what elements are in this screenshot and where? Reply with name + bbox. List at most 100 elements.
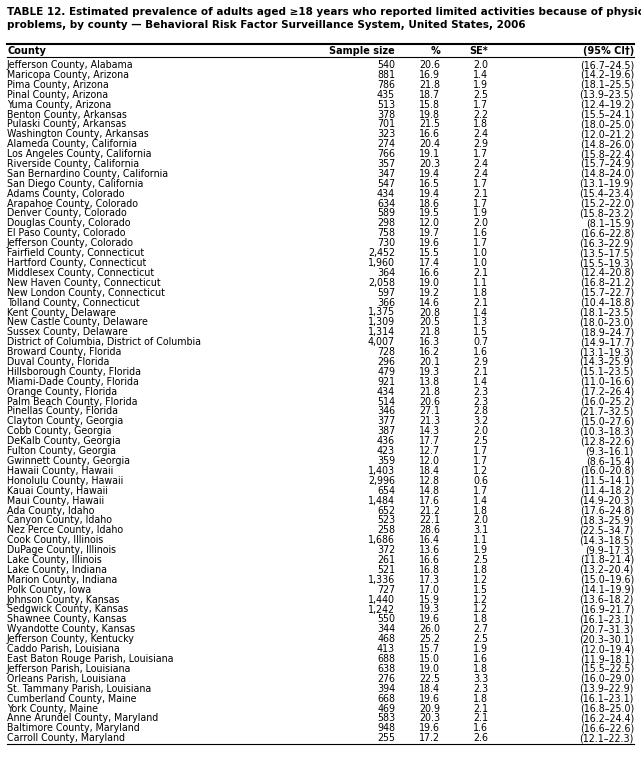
Text: 948: 948	[377, 723, 395, 733]
Text: (16.0–25.2): (16.0–25.2)	[579, 397, 634, 407]
Text: 1.0: 1.0	[473, 258, 488, 268]
Text: Kent County, Delaware: Kent County, Delaware	[7, 307, 116, 317]
Text: Lake County, Illinois: Lake County, Illinois	[7, 555, 102, 565]
Text: 19.4: 19.4	[419, 169, 440, 179]
Text: 1,440: 1,440	[368, 594, 395, 605]
Text: (13.2–20.4): (13.2–20.4)	[579, 565, 634, 575]
Text: (15.7–22.7): (15.7–22.7)	[579, 288, 634, 298]
Text: (9.9–17.3): (9.9–17.3)	[586, 545, 634, 555]
Text: 298: 298	[377, 219, 395, 228]
Text: 2.4: 2.4	[473, 169, 488, 179]
Text: 28.6: 28.6	[419, 525, 440, 535]
Text: 468: 468	[377, 635, 395, 644]
Text: 2.9: 2.9	[473, 139, 488, 150]
Text: 2.0: 2.0	[473, 427, 488, 436]
Text: (8.6–15.4): (8.6–15.4)	[586, 456, 634, 466]
Text: Los Angeles County, California: Los Angeles County, California	[7, 149, 151, 159]
Text: 26.0: 26.0	[419, 625, 440, 635]
Text: 276: 276	[377, 674, 395, 684]
Text: 1.4: 1.4	[473, 496, 488, 505]
Text: 261: 261	[377, 555, 395, 565]
Text: 378: 378	[377, 109, 395, 119]
Text: (15.5–19.3): (15.5–19.3)	[579, 258, 634, 268]
Text: East Baton Rouge Parish, Louisiana: East Baton Rouge Parish, Louisiana	[7, 654, 174, 664]
Text: 20.3: 20.3	[419, 159, 440, 169]
Text: Shawnee County, Kansas: Shawnee County, Kansas	[7, 614, 127, 625]
Text: Tolland County, Connecticut: Tolland County, Connecticut	[7, 298, 140, 307]
Text: 2.5: 2.5	[473, 635, 488, 644]
Text: 258: 258	[377, 525, 395, 535]
Text: (11.4–18.2): (11.4–18.2)	[579, 486, 634, 496]
Text: Jefferson Parish, Louisiana: Jefferson Parish, Louisiana	[7, 664, 131, 674]
Text: (18.1–25.5): (18.1–25.5)	[579, 80, 634, 90]
Text: Pulaski County, Arkansas: Pulaski County, Arkansas	[7, 119, 126, 129]
Text: (12.8–22.6): (12.8–22.6)	[579, 436, 634, 446]
Text: 2.9: 2.9	[473, 357, 488, 367]
Text: 296: 296	[377, 357, 395, 367]
Text: 668: 668	[377, 694, 395, 704]
Text: 17.0: 17.0	[419, 584, 440, 595]
Text: Riverside County, California: Riverside County, California	[7, 159, 139, 169]
Text: 19.5: 19.5	[419, 209, 440, 219]
Text: 514: 514	[377, 397, 395, 407]
Text: 1.7: 1.7	[473, 179, 488, 189]
Text: (17.2–26.4): (17.2–26.4)	[579, 386, 634, 397]
Text: 20.6: 20.6	[419, 397, 440, 407]
Text: 1.8: 1.8	[473, 505, 488, 515]
Text: 372: 372	[377, 545, 395, 555]
Text: (15.8–22.4): (15.8–22.4)	[579, 149, 634, 159]
Text: 0.6: 0.6	[473, 476, 488, 486]
Text: 1.7: 1.7	[473, 456, 488, 466]
Text: (12.1–22.3): (12.1–22.3)	[579, 733, 634, 743]
Text: San Bernardino County, California: San Bernardino County, California	[7, 169, 168, 179]
Text: 19.6: 19.6	[419, 238, 440, 248]
Text: 1.5: 1.5	[473, 584, 488, 595]
Text: 1.2: 1.2	[473, 594, 488, 605]
Text: Canyon County, Idaho: Canyon County, Idaho	[7, 515, 112, 525]
Text: DuPage County, Illinois: DuPage County, Illinois	[7, 545, 116, 555]
Text: 2.1: 2.1	[473, 713, 488, 723]
Text: Clayton County, Georgia: Clayton County, Georgia	[7, 417, 123, 427]
Text: 434: 434	[377, 386, 395, 397]
Text: 25.2: 25.2	[419, 635, 440, 644]
Text: (13.9–22.9): (13.9–22.9)	[579, 684, 634, 694]
Text: (9.3–16.1): (9.3–16.1)	[586, 446, 634, 456]
Text: 19.0: 19.0	[419, 664, 440, 674]
Text: (14.3–18.5): (14.3–18.5)	[579, 535, 634, 545]
Text: 20.5: 20.5	[419, 317, 440, 327]
Text: Cumberland County, Maine: Cumberland County, Maine	[7, 694, 137, 704]
Text: 1.8: 1.8	[473, 664, 488, 674]
Text: (10.3–18.3): (10.3–18.3)	[579, 427, 634, 436]
Text: 19.6: 19.6	[419, 694, 440, 704]
Text: 18.6: 18.6	[419, 199, 440, 209]
Text: (16.6–22.6): (16.6–22.6)	[579, 723, 634, 733]
Text: 758: 758	[377, 228, 395, 238]
Text: (8.1–15.9): (8.1–15.9)	[586, 219, 634, 228]
Text: 21.8: 21.8	[419, 80, 440, 90]
Text: York County, Maine: York County, Maine	[7, 704, 98, 713]
Text: 16.5: 16.5	[419, 179, 440, 189]
Text: 15.7: 15.7	[419, 644, 440, 654]
Text: 347: 347	[377, 169, 395, 179]
Text: Fulton County, Georgia: Fulton County, Georgia	[7, 446, 116, 456]
Text: 1,314: 1,314	[368, 327, 395, 337]
Text: (15.4–23.4): (15.4–23.4)	[579, 189, 634, 199]
Text: 27.1: 27.1	[419, 407, 440, 417]
Text: (13.9–23.5): (13.9–23.5)	[579, 90, 634, 99]
Text: 1.8: 1.8	[473, 288, 488, 298]
Text: (16.1–23.1): (16.1–23.1)	[579, 614, 634, 625]
Text: 14.6: 14.6	[419, 298, 440, 307]
Text: 18.4: 18.4	[419, 684, 440, 694]
Text: Caddo Parish, Louisiana: Caddo Parish, Louisiana	[7, 644, 120, 654]
Text: (15.8–23.2): (15.8–23.2)	[579, 209, 634, 219]
Text: 17.2: 17.2	[419, 733, 440, 743]
Text: 274: 274	[377, 139, 395, 150]
Text: Middlesex County, Connecticut: Middlesex County, Connecticut	[7, 268, 154, 278]
Text: 364: 364	[377, 268, 395, 278]
Text: 2.5: 2.5	[473, 555, 488, 565]
Text: (22.5–34.7): (22.5–34.7)	[579, 525, 634, 535]
Text: (16.2–24.4): (16.2–24.4)	[579, 713, 634, 723]
Text: Pinellas County, Florida: Pinellas County, Florida	[7, 407, 118, 417]
Text: 589: 589	[377, 209, 395, 219]
Text: 1.7: 1.7	[473, 238, 488, 248]
